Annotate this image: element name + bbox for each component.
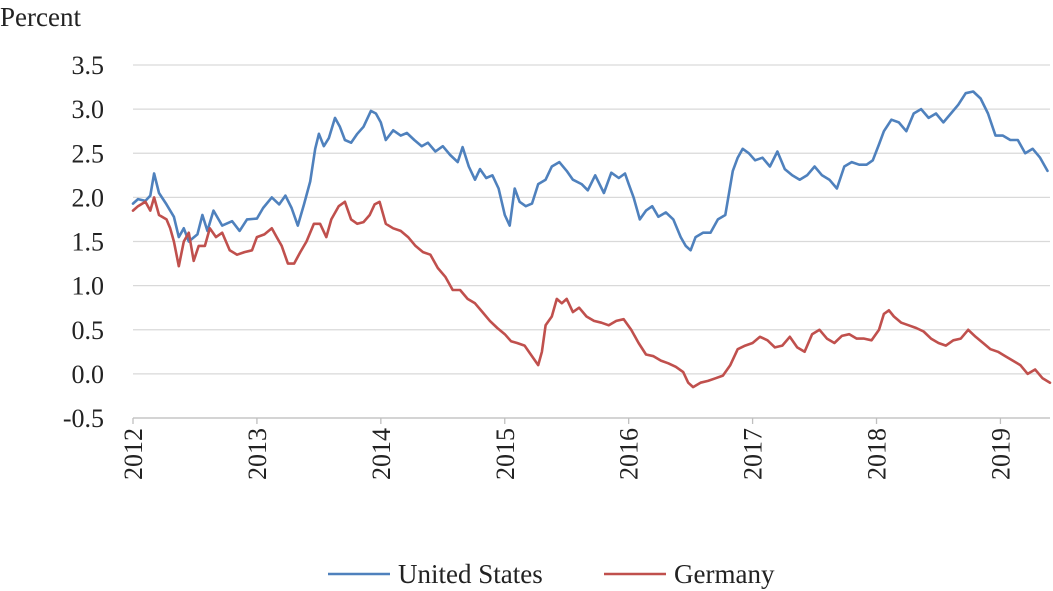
series-line-united-states	[131, 90, 1049, 252]
x-tick-label: 2019	[986, 428, 1015, 480]
data-series	[131, 90, 1052, 389]
x-axis-tick-labels: 2012 2013 2014 2015 2016 2017 2018 2019	[119, 428, 1015, 480]
x-tick-label: 2014	[367, 428, 396, 480]
legend-label: Germany	[674, 559, 775, 589]
y-tick-label: 3.5	[72, 51, 105, 80]
legend-label: United States	[398, 559, 543, 589]
series-line-germany	[131, 196, 1052, 389]
x-tick-label: 2017	[739, 428, 768, 480]
y-tick-label: 3.0	[72, 95, 105, 124]
y-tick-label: 1.5	[72, 228, 105, 257]
y-tick-label: 2.0	[72, 183, 105, 212]
x-tick-label: 2013	[243, 428, 272, 480]
x-tick-label: 2016	[615, 428, 644, 480]
y-tick-label: 1.0	[72, 272, 105, 301]
x-tick-label: 2018	[863, 428, 892, 480]
y-axis-tick-labels: 3.5 3.0 2.5 2.0 1.5 1.0 0.5 0.0 -0.5	[63, 51, 104, 433]
y-tick-label: -0.5	[63, 404, 104, 433]
y-tick-label: 0.5	[72, 316, 105, 345]
y-tick-label: 2.5	[72, 139, 105, 168]
x-tick-label: 2012	[119, 428, 148, 480]
x-axis	[132, 417, 1050, 424]
x-tick-label: 2015	[491, 428, 520, 480]
legend: United States Germany	[328, 559, 775, 589]
y-axis-unit-label: Percent	[0, 2, 81, 32]
y-tick-label: 0.0	[72, 360, 105, 389]
